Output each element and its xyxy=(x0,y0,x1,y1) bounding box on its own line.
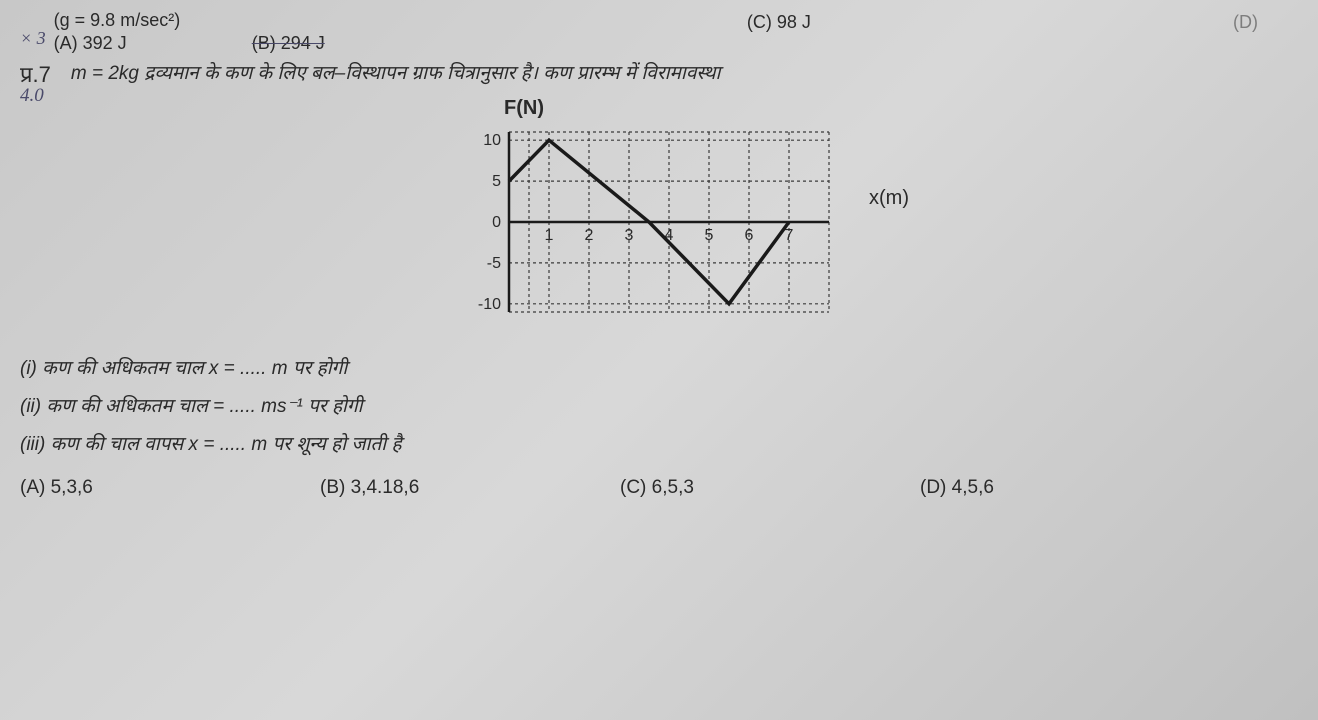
handwritten-under-qnum: 4.0 xyxy=(20,85,61,107)
question-text: m = 2kg द्रव्यमान के कण के लिए बल–विस्था… xyxy=(71,63,721,84)
option-b: (B) 294 J xyxy=(252,33,325,53)
question-row: प्र.7 4.0 m = 2kg द्रव्यमान के कण के लिए… xyxy=(20,59,1298,107)
svg-text:10: 10 xyxy=(483,132,501,149)
svg-text:5: 5 xyxy=(492,173,501,190)
ans-b: (B) 3,4.18,6 xyxy=(320,471,620,505)
svg-text:7: 7 xyxy=(785,227,794,244)
svg-text:3: 3 xyxy=(625,227,634,244)
option-d-partial: (D) xyxy=(1233,12,1258,32)
answer-options: (A) 5,3,6 (B) 3,4.18,6 (C) 6,5,3 (D) 4,5… xyxy=(20,468,1298,508)
x-axis-label: x(m) xyxy=(869,187,909,210)
sub-q-ii: (ii) कण की अधिकतम चाल = ..... ms⁻¹ पर हो… xyxy=(20,390,1298,424)
ans-d: (D) 4,5,6 xyxy=(920,471,1220,505)
handwritten-mark: × 3 xyxy=(20,28,46,49)
given-line: (g = 9.8 m/sec²) xyxy=(54,10,365,31)
force-displacement-chart: -10-505101234567 xyxy=(459,117,859,327)
chart-wrap: F(N) -10-505101234567 x(m) xyxy=(459,117,859,332)
option-c: (C) 98 J xyxy=(747,12,811,32)
ans-c: (C) 6,5,3 xyxy=(620,471,920,505)
sub-questions: (i) कण की अधिकतम चाल x = ..... m पर होगी… xyxy=(20,352,1298,508)
y-axis-label: F(N) xyxy=(504,97,544,120)
sub-q-iii: (iii) कण की चाल वापस x = ..... m पर शून्… xyxy=(20,428,1298,462)
ans-a: (A) 5,3,6 xyxy=(20,471,320,505)
svg-text:1: 1 xyxy=(545,227,554,244)
svg-text:-5: -5 xyxy=(487,255,501,272)
svg-text:0: 0 xyxy=(492,214,501,231)
svg-text:5: 5 xyxy=(705,227,714,244)
svg-text:2: 2 xyxy=(585,227,594,244)
option-a: (A) 392 J xyxy=(54,33,127,53)
prev-question-row: × 3 (g = 9.8 m/sec²) (A) 392 J (B) 294 J… xyxy=(20,10,1298,54)
svg-text:-10: -10 xyxy=(478,296,501,313)
sub-q-i: (i) कण की अधिकतम चाल x = ..... m पर होगी xyxy=(20,352,1298,386)
svg-text:6: 6 xyxy=(745,227,754,244)
chart-container: F(N) -10-505101234567 x(m) xyxy=(20,117,1298,332)
